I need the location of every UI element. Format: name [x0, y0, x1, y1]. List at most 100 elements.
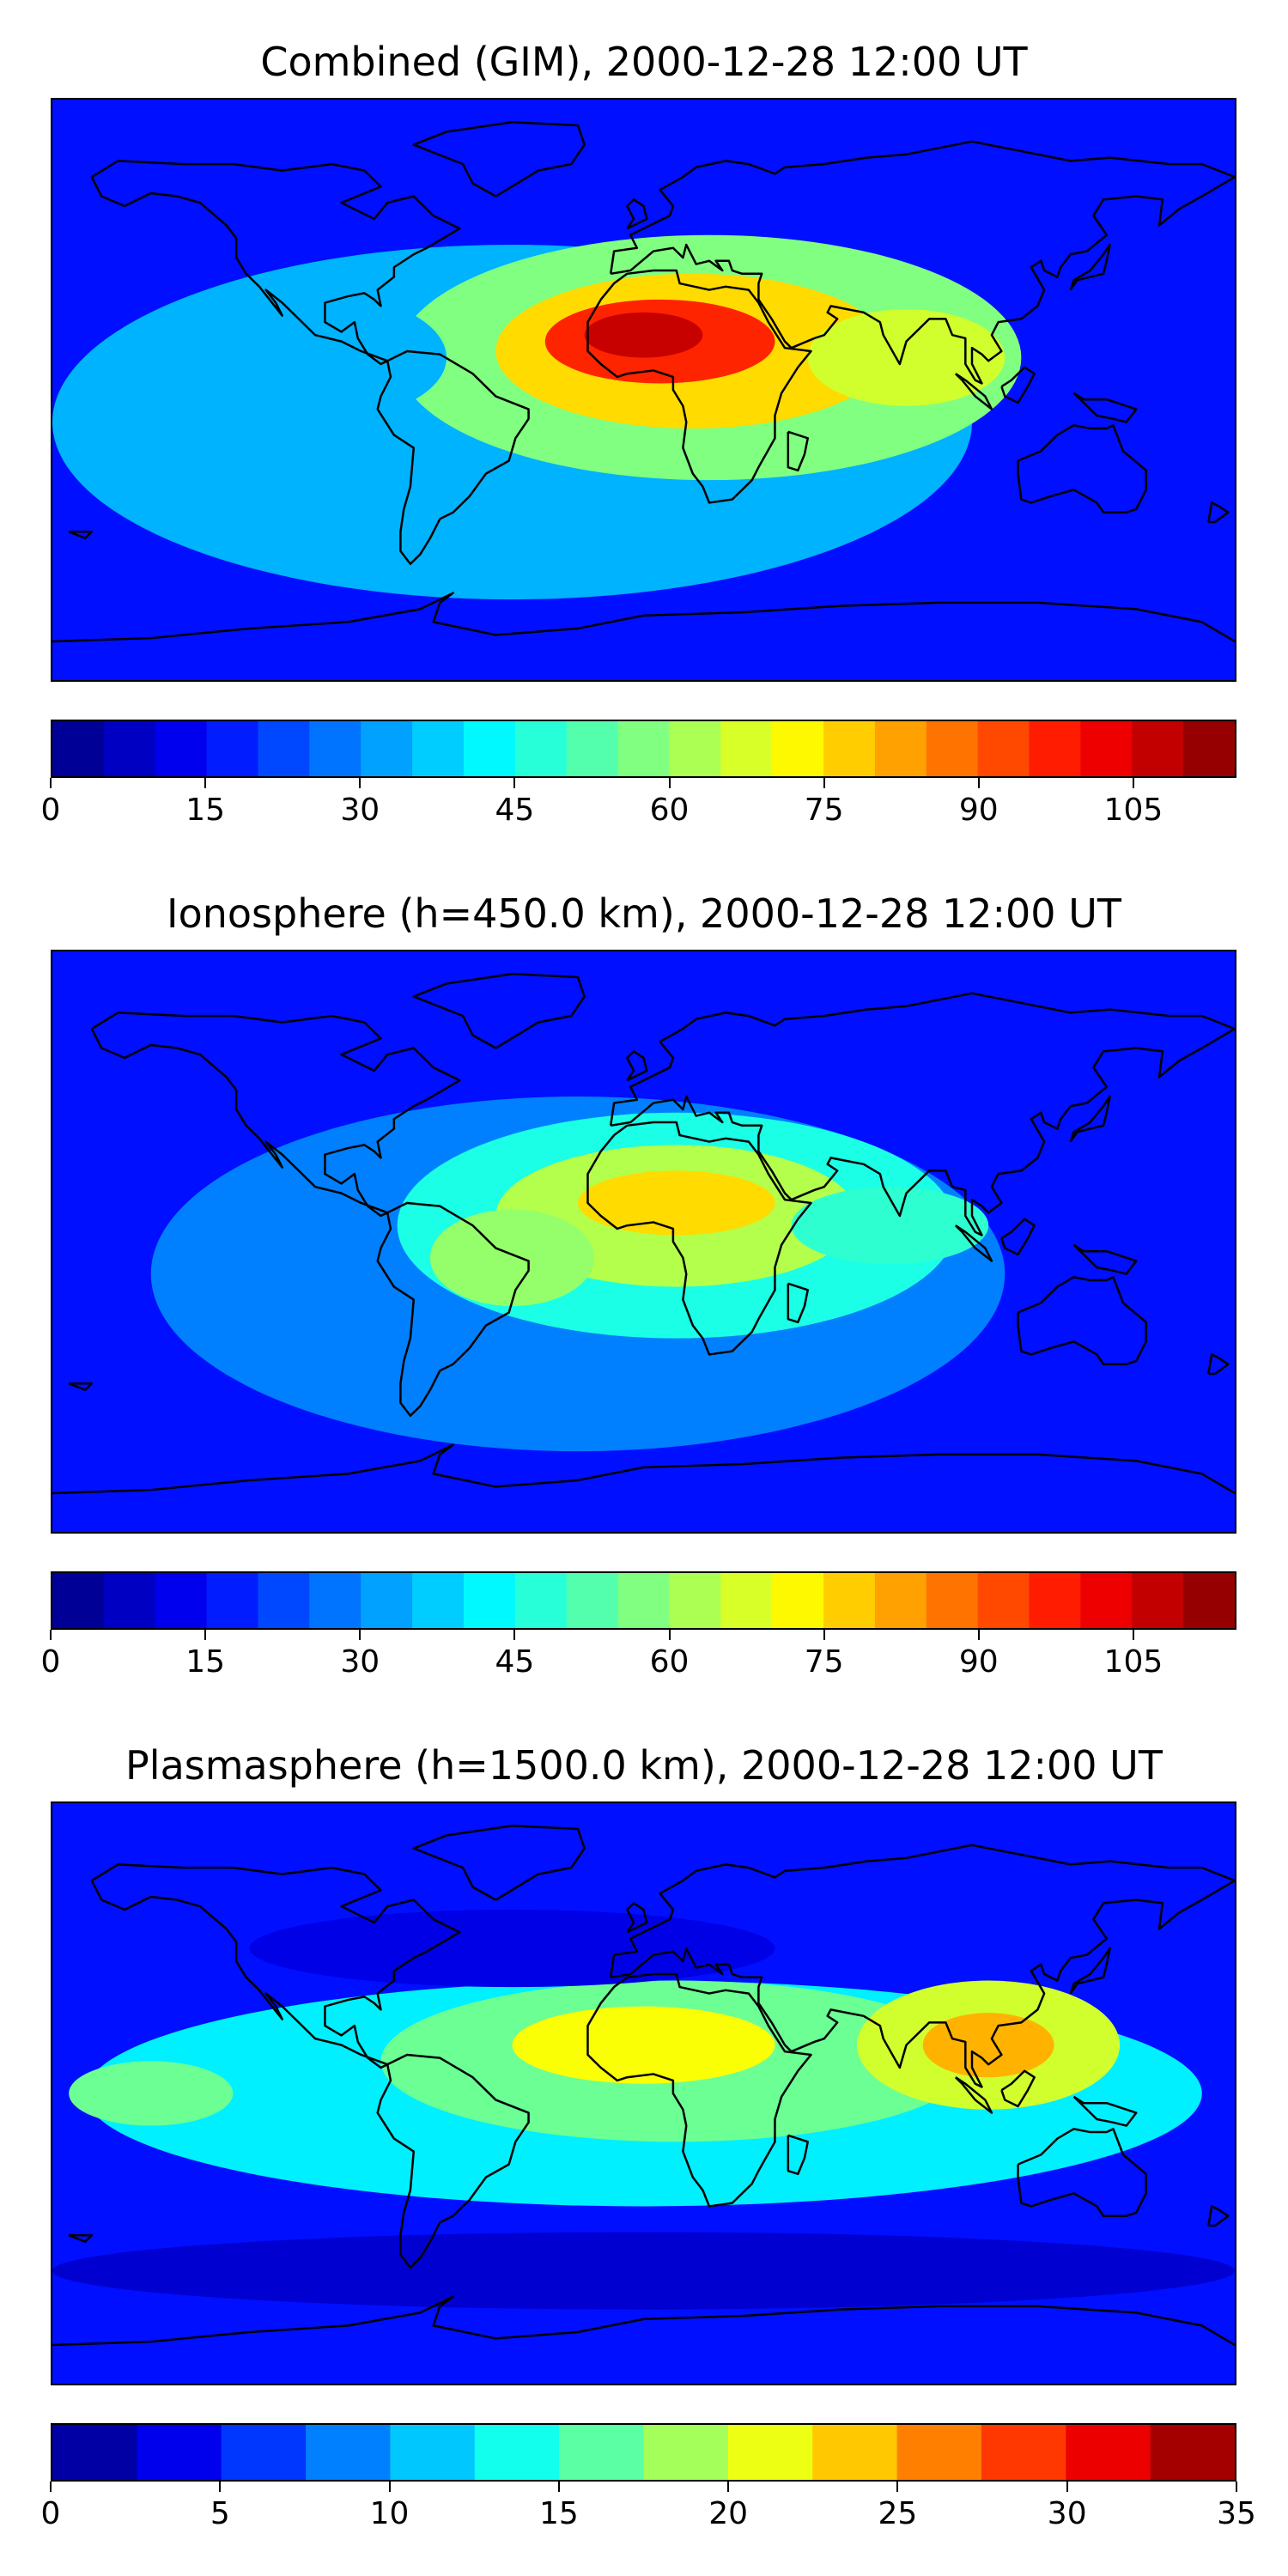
coastline-5: [52, 2295, 1235, 2347]
coastline-14: [68, 2233, 94, 2244]
colorbar-tick: [1132, 1630, 1134, 1640]
coastline-10: [1072, 392, 1138, 423]
colorbar-swatch-13: [720, 1573, 773, 1628]
colorbar-swatch-10: [896, 2425, 982, 2480]
tec-map-ionosphere: [52, 951, 1235, 1532]
coastline-7: [626, 1050, 648, 1082]
colorbar-swatch-4: [258, 721, 310, 776]
colorbar-swatch-22: [1183, 721, 1235, 776]
colorbar-swatch-8: [463, 721, 516, 776]
tec-contour-4: [429, 1209, 595, 1307]
colorbar-tick-label: 105: [1103, 793, 1163, 828]
tec-contour-5: [69, 2061, 234, 2126]
coastline-9: [954, 373, 993, 410]
tec-contour-6: [184, 293, 447, 422]
colorbar-swatch-17: [926, 721, 979, 776]
coastlines: [52, 121, 1235, 643]
panel-title-ionosphere: Ionosphere (h=450.0 km), 2000-12-28 12:0…: [167, 890, 1121, 937]
coastlines: [52, 1825, 1235, 2347]
colorbar-tick: [204, 1630, 207, 1640]
colorbar-tick-label: 35: [1217, 2496, 1256, 2531]
colorbar-tick: [50, 1630, 52, 1640]
colorbar-tick-label: 5: [210, 2496, 230, 2531]
coastline-12: [1000, 2069, 1036, 2108]
colorbar-tick: [823, 1630, 825, 1640]
colorbar-tick: [204, 778, 207, 788]
colorbar-swatch-12: [669, 721, 721, 776]
colorbar-tick: [823, 778, 825, 788]
colorbar-swatch-1: [103, 1573, 156, 1628]
colorbar-tick: [977, 778, 980, 788]
colorbar-swatch-11: [981, 2425, 1066, 2480]
coastline-6: [412, 1825, 586, 1901]
colorbar-tick-label: 90: [958, 1644, 999, 1680]
colorbar-swatch-22: [1183, 1573, 1235, 1628]
coastline-10: [1072, 1243, 1138, 1275]
colorbar-swatch-11: [617, 1573, 671, 1628]
colorbar-tick: [359, 778, 361, 788]
colorbar-swatch-19: [1029, 721, 1081, 776]
tec-contour-2: [512, 2006, 775, 2084]
colorbar-swatch-3: [306, 2425, 392, 2480]
coastline-1: [376, 1201, 530, 1418]
colorbar-tick: [668, 778, 671, 788]
colorbar-swatch-14: [772, 721, 824, 776]
coastline-13: [1207, 1353, 1230, 1376]
colorbar-tick-label: 75: [804, 1644, 844, 1680]
colorbar-tick: [50, 778, 52, 788]
colorbar-swatch-0: [52, 1573, 105, 1628]
coastline-2: [586, 1972, 812, 2208]
colorbar-swatch-16: [874, 721, 927, 776]
colorbar-tick-label: 20: [708, 2496, 749, 2531]
coastline-3: [609, 140, 1235, 385]
coastline-8: [1069, 243, 1111, 291]
coastline-8: [1069, 1947, 1111, 1995]
colorbar-swatch-4: [390, 2425, 476, 2480]
colorbar-tick-label: 15: [185, 1644, 226, 1680]
colorbar-swatch-3: [206, 1573, 259, 1628]
coastline-13: [1207, 501, 1230, 524]
colorbar-swatch-7: [643, 2425, 729, 2480]
coastline-9: [954, 1224, 993, 1262]
coastline-8: [1069, 1095, 1111, 1143]
tec-contour-6: [52, 2232, 1235, 2310]
colorbar-tick: [727, 2482, 730, 2492]
colorbar-swatch-8: [463, 1573, 516, 1628]
coastline-6: [412, 973, 586, 1049]
colorbar-tick-label: 60: [649, 793, 690, 828]
colorbar-swatches: [52, 1573, 1235, 1628]
colorbar-tick-label: 45: [495, 793, 535, 828]
coastline-4: [1017, 424, 1147, 513]
colorbar-swatch-1: [103, 721, 156, 776]
colorbar-tick-label: 15: [538, 2496, 579, 2531]
tec-map-combined: [52, 100, 1235, 680]
tec-map-plasmasphere: [52, 1803, 1235, 2384]
colorbar-combined: [51, 720, 1236, 778]
colorbar-tick: [668, 1630, 671, 1640]
coastline-14: [68, 530, 94, 540]
coastline-3: [609, 1844, 1235, 2088]
colorbar-swatch-6: [361, 721, 413, 776]
coastline-1: [376, 2053, 530, 2269]
colorbar-tick-label: 60: [649, 1644, 690, 1680]
colorbar-swatch-6: [361, 1573, 413, 1628]
map-combined: [51, 98, 1236, 682]
colorbar-swatch-1: [137, 2425, 222, 2480]
tec-contour-5: [791, 1187, 989, 1265]
colorbar-swatch-7: [412, 1573, 465, 1628]
colorbar-tick: [1066, 2482, 1068, 2492]
coastline-4: [1017, 1276, 1147, 1365]
colorbar-swatch-15: [823, 1573, 876, 1628]
colorbar-swatch-21: [1132, 1573, 1184, 1628]
tec-contours: [150, 1097, 1005, 1452]
coastline-12: [1000, 1218, 1036, 1256]
tec-contour-4: [584, 312, 703, 358]
tec-contours: [52, 234, 1022, 600]
colorbar-tick: [557, 2482, 560, 2492]
tec-contour-7: [249, 1909, 775, 1988]
colorbar-swatch-15: [823, 721, 876, 776]
coastline-11: [787, 1282, 809, 1324]
coastline-10: [1072, 2095, 1138, 2127]
colorbar-swatch-21: [1132, 721, 1184, 776]
coastline-2: [586, 269, 812, 504]
